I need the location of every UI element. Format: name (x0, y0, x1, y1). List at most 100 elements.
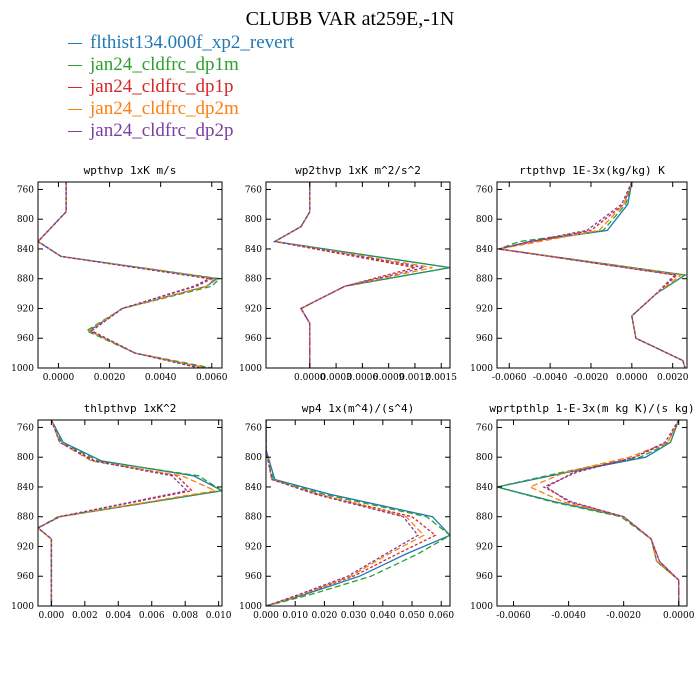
legend-label: jan24_cldfrc_dp2p (90, 120, 234, 141)
chart-panel: wp4 1x(m^4)/(s^4)76080084088092096010000… (239, 402, 454, 621)
chart-panel: wpthvp 1xK m/s 760 800 840 880 920 960 1000 0.00… (11, 164, 228, 383)
series-line (542, 420, 680, 606)
x-tick-label: 0.008 (172, 611, 198, 621)
series-line (498, 182, 686, 368)
y-tick-label: 760 (476, 423, 493, 433)
legend-swatch (68, 86, 82, 88)
series-group (497, 420, 680, 606)
y-tick-label: 800 (476, 453, 493, 463)
x-tick-label: 0.0000 (663, 611, 695, 621)
y-tick-label: 800 (245, 215, 262, 225)
x-tick-label: 0.0000 (616, 373, 648, 383)
legend-item: jan24_cldfrc_dp1m (68, 54, 294, 76)
legend-item: jan24_cldfrc_dp1p (68, 76, 294, 98)
y-tick-label: 920 (476, 304, 493, 314)
y-tick-label: 840 (476, 483, 493, 493)
x-tick-label: -0.0060 (492, 373, 527, 383)
y-tick-label: 960 (17, 572, 34, 582)
series-group (272, 182, 450, 368)
legend-label: jan24_cldfrc_dp2m (90, 98, 239, 119)
series-line (498, 182, 687, 368)
series-line (266, 420, 437, 606)
panel-title: wprtpthlp 1-E-3x(m kg K)/(s kg) (489, 402, 694, 415)
series-line (38, 182, 212, 368)
y-tick-label: 760 (476, 185, 493, 195)
series-line (272, 182, 450, 368)
x-tick-label: 0.0000 (294, 373, 326, 383)
x-tick-label: 0.0020 (657, 373, 689, 383)
series-line (272, 182, 416, 368)
series-line (266, 420, 425, 606)
series-line (266, 420, 450, 606)
series-line (38, 182, 214, 368)
y-tick-label: 760 (17, 185, 34, 195)
panel-title: thlpthvp 1xK^2 (84, 402, 177, 415)
y-tick-label: 960 (476, 334, 493, 344)
x-tick-label: 0.0003 (320, 373, 352, 383)
y-tick-label: 760 (245, 423, 262, 433)
y-tick-label: 800 (17, 215, 34, 225)
series-line (498, 182, 686, 368)
x-tick-label: -0.0040 (533, 373, 568, 383)
y-tick-label: 800 (245, 453, 262, 463)
y-tick-label: 920 (17, 542, 34, 552)
x-tick-label: 0.050 (399, 611, 425, 621)
series-group (38, 420, 222, 606)
series-line (528, 420, 680, 606)
legend-label: jan24_cldfrc_dp1m (90, 54, 239, 75)
panel-title: wpthvp 1xK m/s (84, 164, 177, 177)
x-tick-label: 0.010 (282, 611, 308, 621)
y-tick-label: 920 (245, 542, 262, 552)
plot-frame (37, 181, 223, 369)
x-tick-label: 0.0040 (145, 373, 177, 383)
series-line (38, 420, 218, 606)
y-tick-label: 920 (17, 304, 34, 314)
x-tick-label: 0.006 (139, 611, 165, 621)
y-tick-label: 1000 (470, 602, 493, 612)
x-tick-label: -0.0020 (606, 611, 641, 621)
chart-panel: thlpthvp 1xK^2 760 800 840 880 920 960 1000 0.00… (11, 402, 232, 621)
series-line (272, 182, 450, 368)
x-tick-label: -0.0060 (496, 611, 531, 621)
y-tick-label: 880 (476, 513, 493, 523)
series-line (497, 420, 680, 606)
panel-title: wp4 1x(m^4)/(s^4) (302, 402, 415, 415)
plot-frame (496, 181, 688, 369)
series-line (498, 182, 686, 368)
figure-title: CLUBB VAR at259E,-1N (245, 8, 455, 30)
x-tick-label: 0.030 (341, 611, 367, 621)
y-tick-label: 760 (245, 185, 262, 195)
plot-frame (265, 181, 451, 369)
series-line (38, 420, 189, 606)
x-tick-label: 0.0015 (425, 373, 457, 383)
series-group (266, 420, 450, 606)
y-tick-label: 1000 (470, 364, 493, 374)
plot-frame (496, 419, 688, 607)
legend-item: jan24_cldfrc_dp2p (68, 120, 294, 142)
x-tick-label: 0.0000 (43, 373, 75, 383)
y-tick-label: 920 (476, 542, 493, 552)
x-tick-label: 0.004 (105, 611, 131, 621)
y-tick-label: 960 (476, 572, 493, 582)
y-tick-label: 1000 (239, 602, 262, 612)
y-tick-label: 960 (245, 334, 262, 344)
x-tick-label: 0.0009 (373, 373, 405, 383)
y-tick-label: 960 (245, 572, 262, 582)
legend-label: jan24_cldfrc_dp1p (90, 76, 234, 97)
y-tick-label: 840 (17, 245, 34, 255)
y-tick-label: 840 (476, 245, 493, 255)
x-tick-label: 0.002 (72, 611, 98, 621)
x-tick-label: 0.010 (206, 611, 232, 621)
panel-title: wp2thvp 1xK m^2/s^2 (295, 164, 421, 177)
legend-swatch (68, 108, 82, 110)
y-tick-label: 840 (17, 483, 34, 493)
x-tick-label: 0.040 (370, 611, 396, 621)
y-tick-label: 1000 (11, 602, 34, 612)
legend-label: flthist134.000f_xp2_revert (90, 32, 295, 53)
y-tick-label: 920 (245, 304, 262, 314)
x-tick-label: 0.020 (312, 611, 338, 621)
x-tick-label: 0.0020 (94, 373, 126, 383)
y-tick-label: 880 (17, 513, 34, 523)
x-tick-label: 0.000 (38, 611, 64, 621)
y-tick-label: 840 (245, 483, 262, 493)
